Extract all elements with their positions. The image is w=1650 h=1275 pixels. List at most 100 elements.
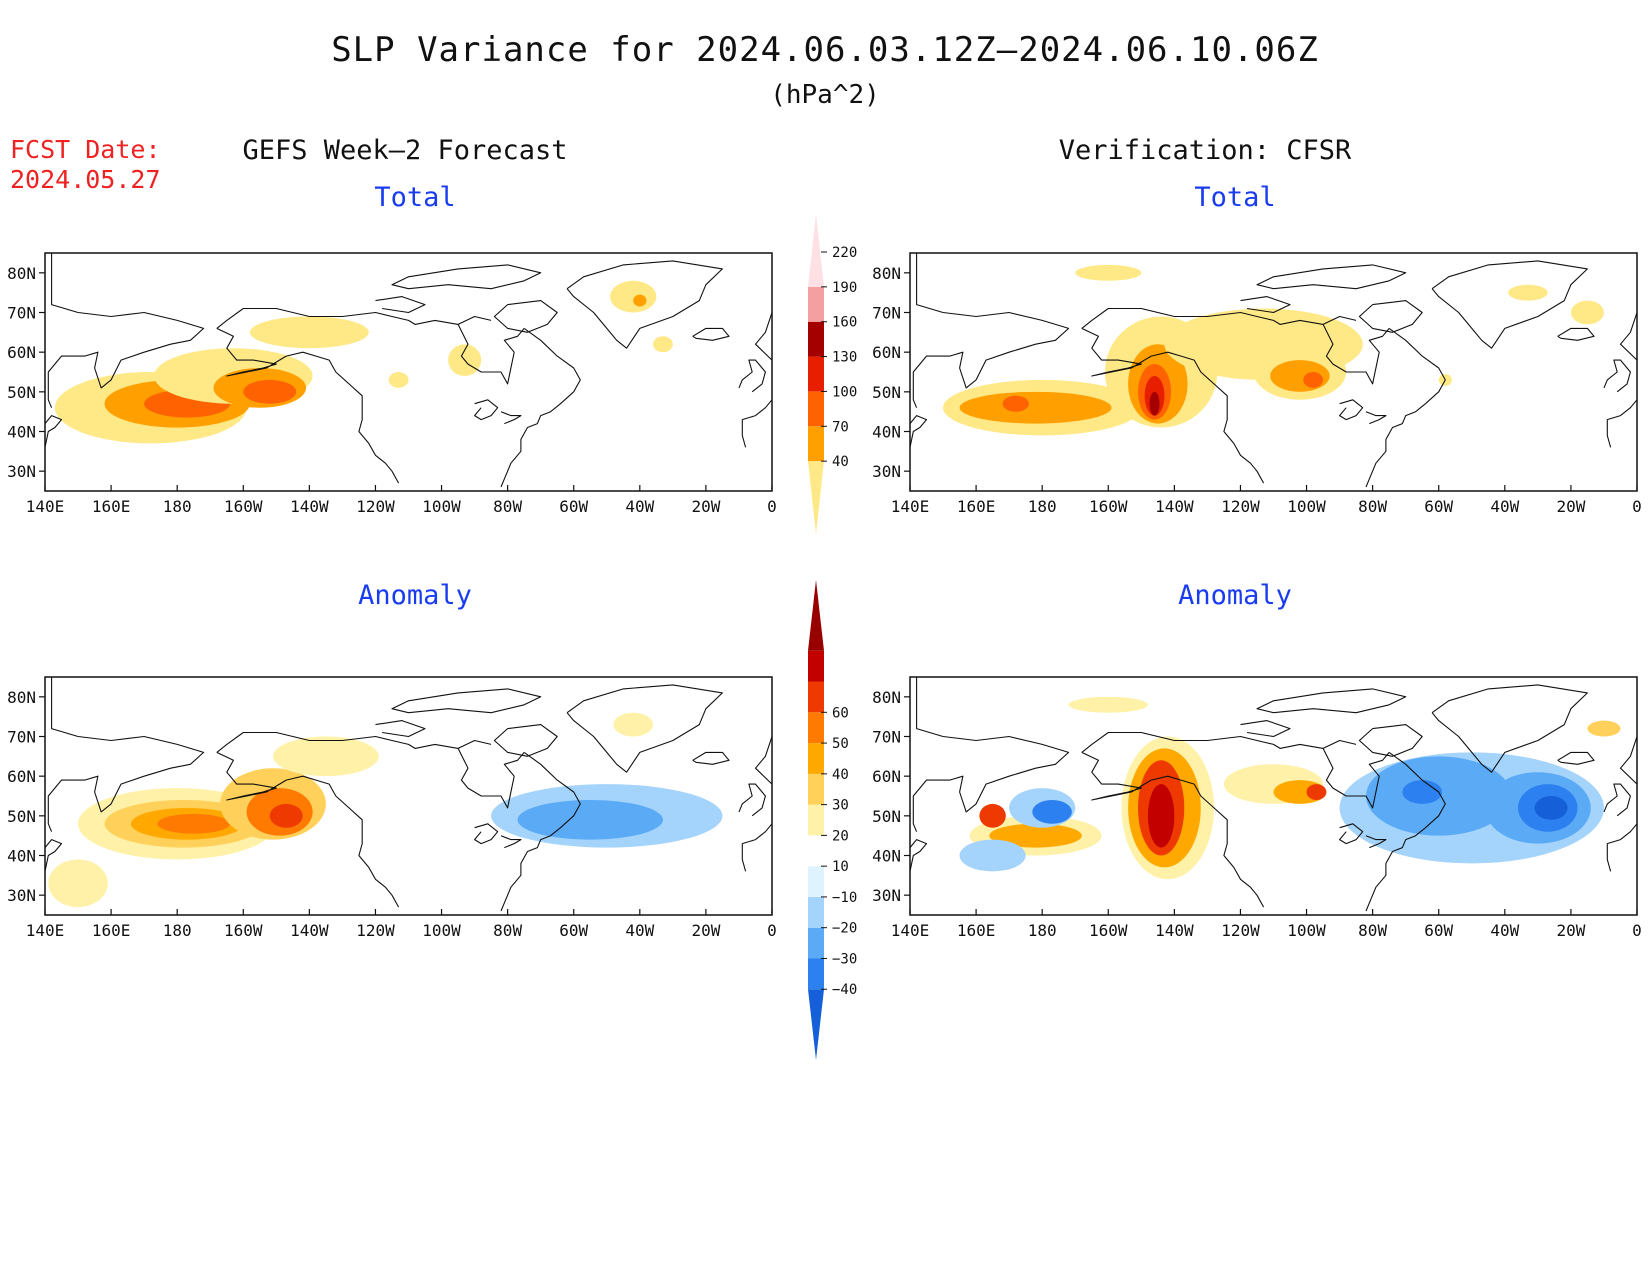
- lon-tick-label: 120W: [1221, 497, 1260, 516]
- shading-layer: [943, 264, 1604, 436]
- colorbar-tick-label: 60: [832, 705, 849, 721]
- shaded-region: [1147, 784, 1175, 848]
- coastline: [375, 296, 426, 314]
- coastline: [1339, 823, 1364, 845]
- coastlines: [910, 253, 1637, 488]
- lon-tick-label: 140W: [290, 921, 329, 940]
- coastline: [1557, 751, 1595, 765]
- shaded-region: [1402, 780, 1443, 804]
- shaded-region: [249, 316, 369, 349]
- shaded-region: [959, 391, 1112, 424]
- colorbar-tick-label: 100: [832, 384, 857, 400]
- shaded-region: [1508, 284, 1548, 301]
- lon-tick-label: 180: [1028, 921, 1057, 940]
- coastline: [912, 677, 1070, 832]
- lon-tick-label: 60W: [1424, 921, 1453, 940]
- coastline: [493, 300, 558, 333]
- coastline: [1603, 783, 1631, 817]
- coastline: [1358, 300, 1423, 333]
- lon-tick-label: 40W: [625, 921, 654, 940]
- lon-tick-label: 0: [767, 497, 777, 516]
- coastline: [493, 724, 558, 757]
- lat-tick-label: 50N: [872, 807, 901, 826]
- shading-layer: [959, 696, 1621, 880]
- shaded-region: [1075, 264, 1142, 281]
- colorbar-tick-label: 220: [832, 245, 857, 261]
- coastline: [1557, 327, 1595, 341]
- coastline: [1081, 307, 1357, 329]
- shaded-region: [1587, 720, 1621, 737]
- coastline: [45, 415, 63, 452]
- colorbar-tick-label: 40: [832, 454, 849, 470]
- coastline: [1365, 835, 1387, 849]
- colorbar-segment: [808, 896, 824, 928]
- lon-tick-label: 20W: [691, 497, 720, 516]
- coastline: [1365, 751, 1446, 912]
- coastlines: [45, 677, 772, 912]
- panel-title-fcst-anomaly: Anomaly: [358, 580, 472, 611]
- colorbar-tick-label: 160: [832, 315, 857, 331]
- coastline: [1603, 359, 1631, 393]
- coastline: [692, 751, 730, 765]
- coastline: [1619, 312, 1637, 361]
- coastline: [216, 731, 492, 753]
- lat-tick-label: 50N: [872, 383, 901, 402]
- lat-tick-label: 80N: [7, 688, 36, 707]
- coastlines: [910, 677, 1637, 912]
- lon-tick-label: 140W: [1155, 921, 1194, 940]
- coastline: [741, 399, 772, 448]
- figure-units: (hPa^2): [770, 80, 880, 110]
- lon-tick-label: 140E: [891, 921, 930, 940]
- colorbar-segment: [808, 391, 824, 427]
- map-panel-fcst-anomaly: 140E 160E 180 160W 140W 120W 100W 80W 60W 40W 20W 0…: [7, 676, 777, 940]
- coastline: [500, 327, 581, 488]
- colorbar-total: 40 70 100 130 160 190 220: [808, 214, 857, 534]
- coastline: [391, 264, 542, 290]
- coastlines: [45, 253, 772, 488]
- coastline: [474, 823, 499, 845]
- lon-tick-label: 0: [767, 921, 777, 940]
- lat-tick-label: 80N: [7, 264, 36, 283]
- colorbar-segment: [808, 286, 824, 322]
- colorbar-tick-label: −30: [832, 951, 857, 967]
- colorbar-segment: [808, 835, 824, 867]
- shaded-region: [388, 372, 409, 388]
- coastline: [1240, 720, 1291, 738]
- lat-tick-label: 30N: [872, 886, 901, 905]
- colorbar-segment: [808, 356, 824, 392]
- coastline: [457, 324, 525, 385]
- panel-title-fcst-total: Total: [374, 182, 456, 213]
- coastline: [216, 307, 492, 329]
- map-panel-verif-total: 140E 160E 180 160W 140W 120W 100W 80W 60W 40W 20W 0…: [872, 252, 1642, 516]
- coastline: [741, 823, 772, 872]
- lon-tick-label: 80W: [1358, 921, 1387, 940]
- lat-tick-label: 70N: [7, 728, 36, 747]
- map-frame: [44, 676, 773, 916]
- coastline: [1081, 751, 1265, 908]
- lon-tick-label: 0: [1632, 497, 1642, 516]
- colorbar-segment: [808, 214, 824, 287]
- coastline: [45, 839, 63, 876]
- coastline: [1256, 688, 1407, 714]
- lon-tick-label: 120W: [356, 497, 395, 516]
- lon-tick-label: 80W: [493, 497, 522, 516]
- map-frame: [44, 252, 773, 492]
- forecast-column-heading: GEFS Week–2 Forecast: [242, 135, 568, 166]
- coastline: [47, 677, 205, 832]
- lon-tick-label: 100W: [422, 921, 461, 940]
- lon-tick-label: 140E: [26, 497, 65, 516]
- map-frame: [909, 252, 1638, 492]
- lon-tick-label: 160W: [224, 497, 263, 516]
- lon-tick-label: 160E: [92, 921, 131, 940]
- colorbar-segment: [808, 321, 824, 357]
- lon-tick-label: 0: [1632, 921, 1642, 940]
- lon-tick-label: 40W: [1490, 921, 1519, 940]
- colorbar-tick-label: 190: [832, 280, 857, 296]
- lon-tick-label: 20W: [1556, 921, 1585, 940]
- shaded-region: [1002, 395, 1029, 412]
- colorbar-tick-label: −20: [832, 921, 857, 937]
- lat-tick-label: 40N: [7, 847, 36, 866]
- panel-title-verif-total: Total: [1194, 182, 1276, 213]
- figure-title: SLP Variance for 2024.06.03.12Z–2024.06.…: [331, 30, 1319, 70]
